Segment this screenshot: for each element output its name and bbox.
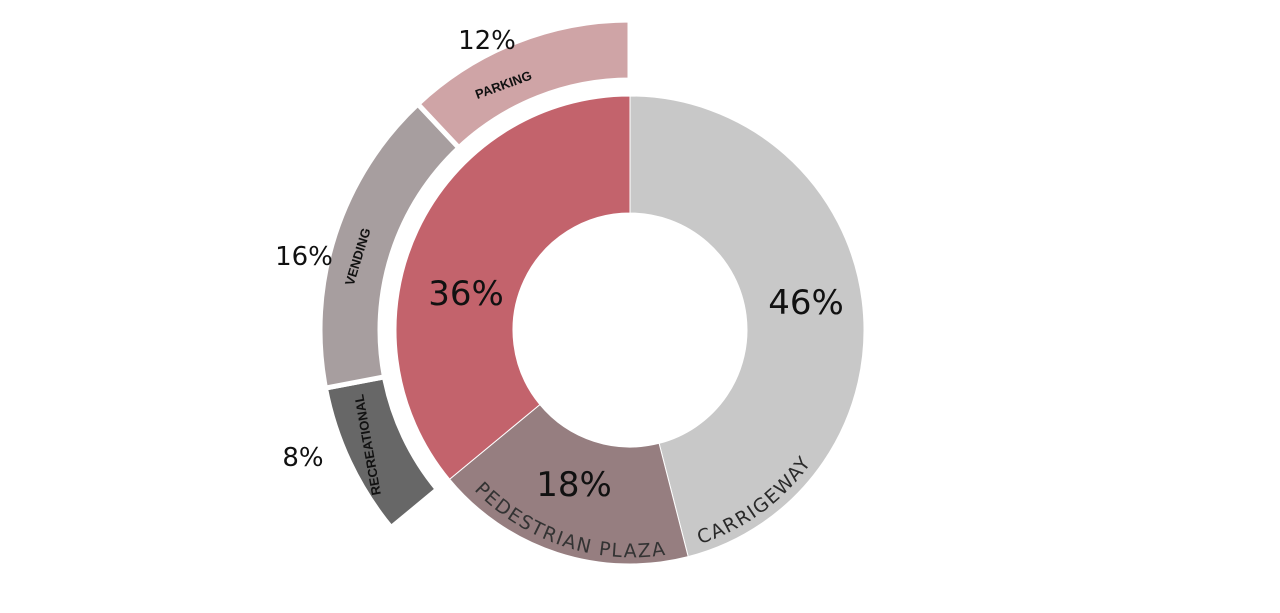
value-label-vending: 16%: [275, 242, 333, 272]
slice-unlabeled-36: [395, 95, 631, 480]
slice-carrigeway: [629, 95, 865, 558]
value-label-pedestrian-plaza: 18%: [536, 465, 612, 505]
value-label-carrigeway: 46%: [768, 283, 844, 323]
value-label-parking: 12%: [458, 26, 516, 56]
slice-parking: [414, 17, 633, 152]
value-label-recreational: 8%: [282, 443, 323, 473]
value-label-unlabeled-36: 36%: [428, 274, 504, 314]
slice-pedestrian-plaza: [448, 403, 689, 565]
